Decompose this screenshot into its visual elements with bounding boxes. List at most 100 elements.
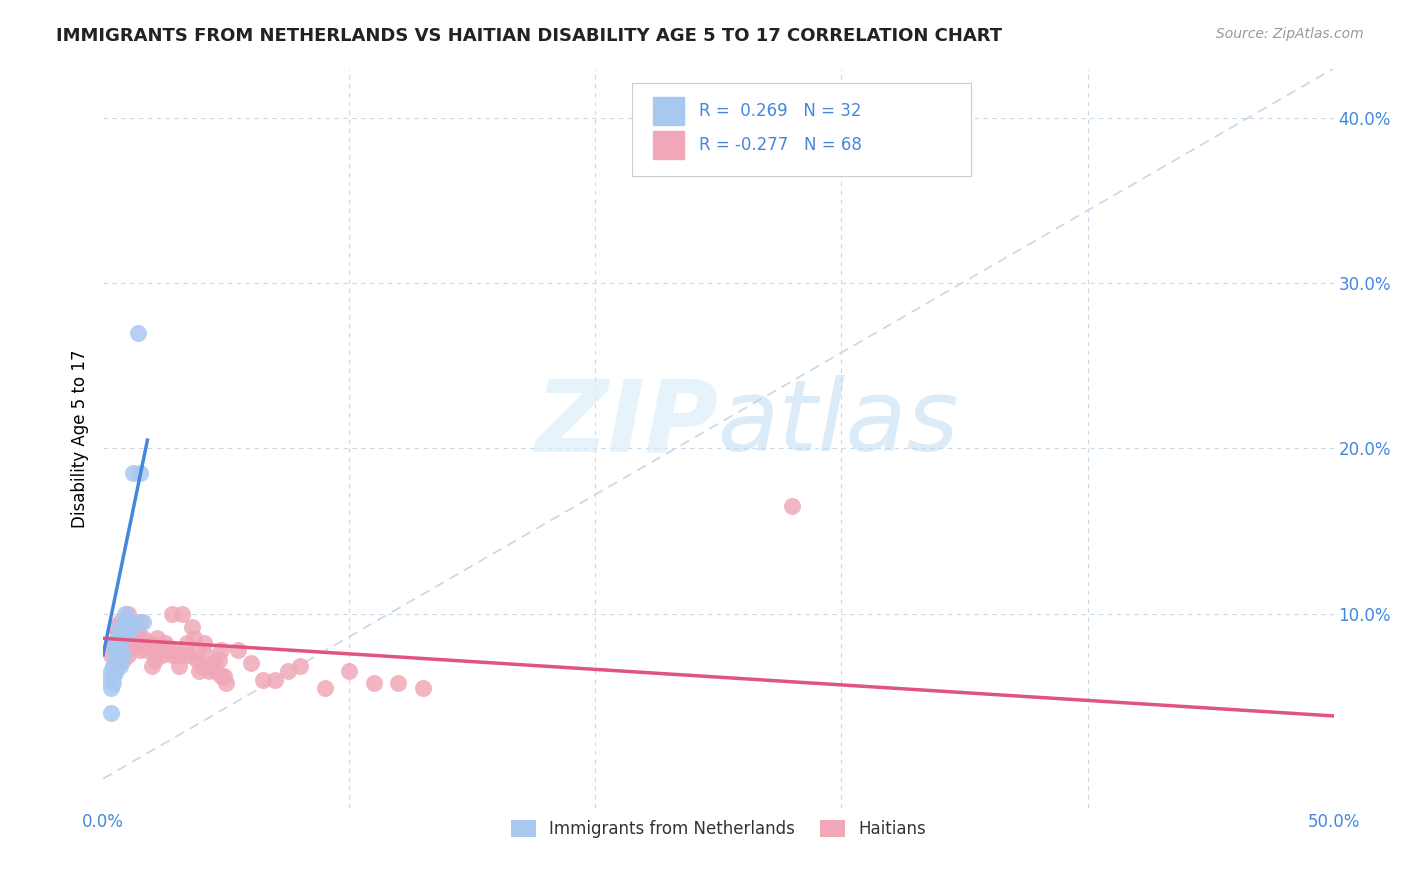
Point	[129, 615, 152, 629]
Text: ZIP: ZIP	[536, 376, 718, 472]
Point	[183, 632, 205, 646]
Text: Source: ZipAtlas.com: Source: ZipAtlas.com	[1216, 27, 1364, 41]
Point	[208, 653, 231, 667]
Point	[117, 607, 139, 621]
Point	[169, 659, 191, 673]
Point	[111, 653, 134, 667]
Point	[111, 648, 134, 662]
Point	[114, 643, 136, 657]
Point	[120, 623, 142, 637]
Point	[100, 681, 122, 695]
Point	[141, 659, 163, 673]
Point	[150, 648, 173, 662]
Point	[387, 676, 409, 690]
Text: R =  0.269   N = 32: R = 0.269 N = 32	[699, 103, 862, 120]
Point	[107, 643, 129, 657]
Point	[110, 615, 132, 629]
Point	[228, 643, 250, 657]
Point	[127, 626, 149, 640]
Point	[101, 659, 124, 673]
Point	[205, 665, 228, 679]
Point	[136, 643, 159, 657]
Point	[97, 673, 120, 687]
Point	[110, 634, 132, 648]
Point	[111, 623, 134, 637]
Point	[107, 643, 129, 657]
Point	[110, 659, 132, 673]
Point	[166, 648, 188, 662]
Y-axis label: Disability Age 5 to 17: Disability Age 5 to 17	[72, 350, 89, 528]
Point	[107, 626, 129, 640]
Point	[120, 615, 142, 629]
Point	[314, 681, 336, 695]
Point	[176, 636, 198, 650]
Point	[363, 676, 385, 690]
Point	[104, 620, 127, 634]
Point	[188, 665, 211, 679]
Point	[198, 665, 221, 679]
Point	[100, 706, 122, 720]
Point	[107, 640, 129, 654]
Point	[110, 634, 132, 648]
Point	[215, 676, 238, 690]
Legend: Immigrants from Netherlands, Haitians: Immigrants from Netherlands, Haitians	[505, 813, 932, 845]
Point	[146, 632, 169, 646]
Point	[101, 636, 124, 650]
Point	[180, 620, 202, 634]
Point	[117, 648, 139, 662]
Point	[153, 636, 176, 650]
Point	[114, 607, 136, 621]
Point	[110, 620, 132, 634]
Point	[212, 669, 235, 683]
Point	[186, 653, 208, 667]
Point	[277, 665, 299, 679]
Point	[141, 636, 163, 650]
Text: atlas: atlas	[718, 376, 960, 472]
Point	[107, 632, 129, 646]
Point	[179, 648, 201, 662]
Point	[780, 499, 803, 513]
Bar	[654, 97, 683, 126]
Point	[111, 630, 134, 644]
Point	[288, 659, 311, 673]
Point	[190, 659, 212, 673]
Point	[114, 626, 136, 640]
Point	[101, 676, 124, 690]
Point	[107, 657, 129, 672]
Point	[209, 669, 232, 683]
Point	[252, 673, 274, 687]
Point	[170, 607, 193, 621]
Point	[104, 643, 127, 657]
Point	[104, 665, 127, 680]
Point	[129, 643, 152, 657]
Point	[193, 636, 215, 650]
Point	[200, 659, 222, 673]
Point	[100, 648, 122, 662]
Point	[110, 626, 132, 640]
Point	[104, 636, 127, 650]
Point	[173, 648, 195, 662]
Point	[121, 620, 143, 634]
Point	[149, 643, 172, 657]
Point	[143, 653, 166, 667]
Text: R = -0.277   N = 68: R = -0.277 N = 68	[699, 136, 862, 153]
Point	[117, 620, 139, 634]
Point	[121, 466, 143, 480]
Point	[121, 640, 143, 654]
Point	[129, 466, 152, 480]
Point	[104, 655, 127, 669]
Point	[337, 665, 360, 679]
Point	[163, 643, 186, 657]
Point	[124, 615, 146, 629]
Point	[117, 615, 139, 629]
Point	[156, 640, 179, 654]
Point	[160, 607, 183, 621]
Point	[101, 669, 124, 683]
Point	[264, 673, 287, 687]
Point	[139, 636, 162, 650]
Point	[160, 648, 183, 662]
Point	[134, 640, 156, 654]
Point	[124, 632, 146, 646]
Point	[131, 615, 153, 629]
Point	[127, 326, 149, 340]
